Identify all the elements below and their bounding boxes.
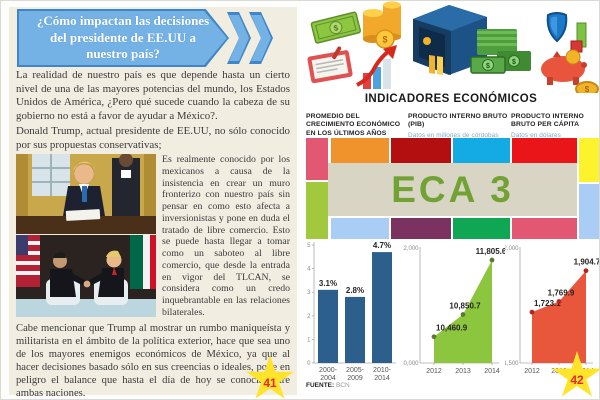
chevron-right-icon [249,12,273,64]
money-illustrations: $ $ [307,1,599,93]
eca-overlay: ECA 3 [306,138,599,239]
growth-arrow-chart-icon [356,45,397,89]
paragraph: Cabe mencionar que Trump al mostrar un r… [16,322,290,400]
page-number-star: 42 [551,351,599,399]
svg-text:2014: 2014 [374,375,390,382]
frame-block [331,218,389,239]
svg-text:2010-: 2010- [373,367,392,374]
svg-text:1,723.1: 1,723.1 [534,299,561,308]
clipboard-icon [307,46,353,84]
svg-text:2005-: 2005- [346,367,365,374]
svg-text:11,805.6: 11,805.6 [476,247,505,256]
svg-text:0: 0 [307,361,311,367]
page-number: 41 [263,376,277,391]
svg-text:3: 3 [307,290,311,296]
frame-block [306,138,328,180]
svg-text:1,769.9: 1,769.9 [548,288,575,297]
gold-coin-icon: $ [575,81,599,93]
column-header-pib: PRODUCTO INTERNO BRUTO (PIB) Datos en mi… [408,113,508,139]
frame-block [512,138,577,164]
area-chart-pib: 12,000 10,000 2012 10,460.9 2013 10,850.7 2014… [403,246,505,375]
paragraph: La realidad de nuestro país es que depen… [16,69,290,122]
svg-text:2000-: 2000- [319,367,338,374]
column-header-pib-per-capita: PRODUCTO INTERNO BRUTO PER CÁPITA Datos … [511,113,584,139]
source-note: FUENTE: BCN [306,382,350,389]
svg-text:$: $ [512,59,516,66]
svg-text:10,850.7: 10,850.7 [449,302,481,311]
title-arrow-box: ¿Cómo impactan las decisiones del presid… [17,9,229,67]
frame-block [579,138,599,182]
photo-trump-handshake [16,235,156,318]
svg-text:2009: 2009 [347,375,363,382]
svg-text:2012: 2012 [524,368,540,375]
mini-bars-icon [570,22,587,53]
page-title: ¿Cómo impactan las decisiones del presid… [36,12,210,62]
svg-text:4.7%: 4.7% [373,241,391,250]
bar-chart-crecimiento: 0 1 2 3 4 5 3.1% 2000-2004 2.8% 2005-2009 4.7% 2010… [307,241,396,382]
svg-text:1: 1 [307,337,311,343]
svg-text:$: $ [382,35,387,45]
frame-block [512,218,577,239]
svg-text:10,460.9: 10,460.9 [436,324,468,333]
frame-block [306,182,328,239]
frame-block [391,218,451,239]
svg-text:10,000: 10,000 [403,361,419,367]
article-body: La realidad de nuestro país es que depen… [16,69,290,400]
photo-column [16,154,156,321]
frame-block [391,138,451,164]
coin-stack-icon: $ [363,1,401,49]
svg-text:2: 2 [307,314,311,320]
safe-icon [413,5,487,75]
page-number-star: 41 [245,355,295,399]
svg-text:2012: 2012 [426,368,442,375]
cash-stack-icon: $ $ [470,29,531,74]
money-bill-icon: $ [310,11,362,44]
paragraph: Donald Trump, actual presidente de EE.UU… [16,125,290,151]
frame-block [579,184,599,239]
infographic-title: INDICADORES ECONÓMICOS [364,93,538,105]
piggy-bank-icon [541,49,587,85]
svg-text:$: $ [585,85,590,93]
eca-label: ECA 3 [391,168,514,210]
column-header-crecimiento: PROMEDIO DEL CRECIMIENTO ECONÓMICO EN LO… [306,113,401,137]
eca-panel: ECA 3 [328,163,577,216]
svg-text:2,000: 2,000 [505,246,519,252]
svg-text:$: $ [486,63,490,70]
svg-text:1,904.7: 1,904.7 [574,258,600,267]
chevron-right-icon [227,12,251,64]
frame-block [453,218,510,239]
left-article-page: ¿Cómo impactan las decisiones del presid… [9,7,297,399]
svg-text:1,500: 1,500 [505,361,519,367]
frame-block [331,138,389,164]
paragraph: Es realmente conocido por los mexicanos … [162,154,290,318]
photo-trump-signing [16,154,156,235]
svg-text:2014: 2014 [484,368,500,375]
svg-text:12,000: 12,000 [403,246,419,252]
shield-icon [546,12,568,43]
page-number: 42 [570,373,584,387]
economic-infographic: $ $ [301,1,600,399]
article-title-banner: ¿Cómo impactan las decisiones del presid… [17,9,273,67]
svg-text:5: 5 [307,243,311,249]
svg-text:4: 4 [307,267,311,273]
media-row: Es realmente conocido por los mexicanos … [16,154,290,321]
frame-block [453,138,510,164]
svg-text:3.1%: 3.1% [319,279,337,288]
svg-text:$: $ [333,23,340,33]
svg-text:2.8%: 2.8% [346,286,364,295]
svg-text:2013: 2013 [455,368,471,375]
svg-text:2004: 2004 [320,375,336,382]
